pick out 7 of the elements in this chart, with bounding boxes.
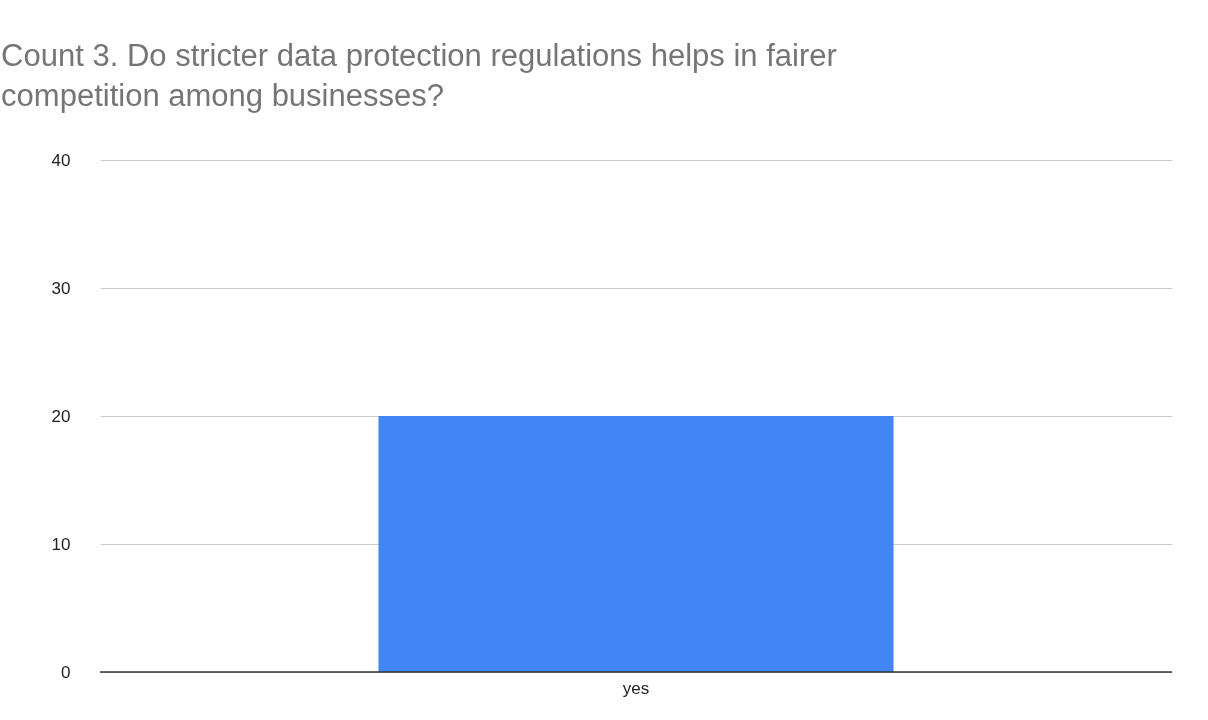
y-tick-label: 10 [51,534,71,554]
x-tick-label: yes [622,678,650,698]
y-tick-label: 20 [51,406,71,426]
y-tick-label: 40 [51,150,71,170]
y-tick-label: 30 [51,278,71,298]
chart-title: Count 3. Do stricter data protection regulations helps in fairer competition among businesses? [1,38,837,113]
y-tick-label: 0 [61,662,71,682]
